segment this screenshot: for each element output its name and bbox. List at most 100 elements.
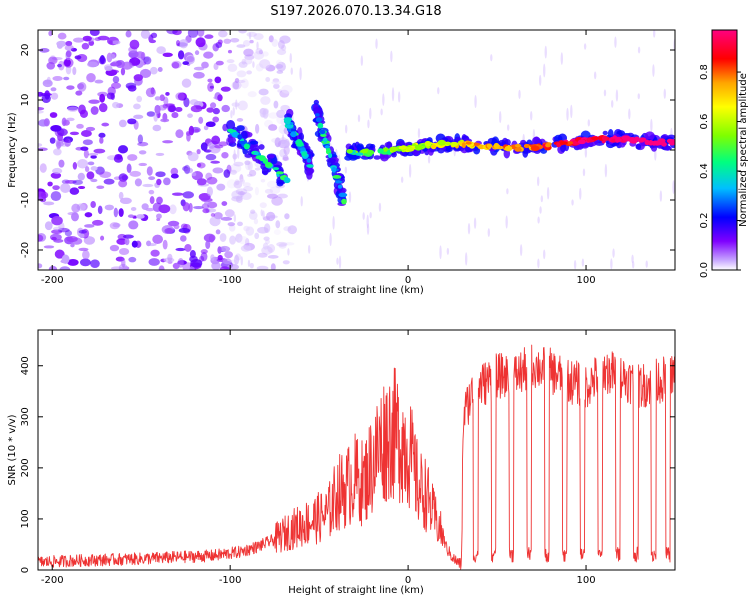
spectrogram-noise-blob [64,180,77,184]
spectrogram-noise-blob [216,183,226,191]
spectrogram-faint-streak [593,71,597,80]
spectrogram-ridge-core [504,145,513,152]
spectrogram-noise-blob [197,162,206,169]
spectrogram-noise-blob [263,223,271,234]
spectrogram-faint-streak [645,260,648,268]
spectrogram-noise-blob [282,156,290,162]
spectrogram-noise-blob [119,197,132,205]
spectrogram-noise-blob [259,107,269,115]
spectrogram-ridge-halo [663,146,672,151]
spectrogram-noise-blob [184,243,192,252]
spectrogram-noise-blob [211,135,221,145]
spectrogram-ridge-halo [559,144,567,153]
spectrogram-noise-blob [66,85,75,90]
spectrogram-noise-blob [254,167,261,171]
spectrogram-noise-blob [224,209,235,218]
spectrogram-faint-streak [464,252,468,266]
spectrogram-noise-blob [152,234,164,245]
spectrogram-noise-blob [128,256,137,263]
spectrogram-faint-streak [329,232,332,247]
spectrogram-noise-blob [118,208,124,217]
spectrogram-faint-streak [537,258,540,269]
spectrogram-noise-blob [284,242,295,246]
spectrogram-noise-blob [273,100,279,109]
spectrogram-noise-blob [268,112,279,119]
spectrogram-noise-blob [177,257,184,268]
spectrogram-noise-blob [234,179,240,186]
spectrogram-noise-blob [52,76,63,81]
spectrogram-noise-blob [231,190,243,200]
spectrogram-ridge-core [262,158,269,164]
spectrogram-noise-blob [71,203,81,213]
spectrogram-noise-blob [156,178,162,186]
spectrogram-x-tick-label: -200 [41,275,64,286]
spectrogram-faint-streak [536,176,540,187]
spectrogram-noise-blob [215,60,224,66]
spectrogram-noise-blob [187,30,199,38]
spectrogram-ridge-core [486,143,493,149]
spectrogram-noise-blob [98,132,106,138]
spectrogram-noise-blob [52,185,60,191]
spectrogram-noise-blob [283,226,292,232]
snr-y-ticks: 0 100 200 300 400 [20,356,675,573]
spectrogram-noise-blob [270,263,276,270]
spectrogram-noise-blob [52,226,63,231]
spectrogram-noise-blob [77,83,85,90]
spectrogram-noise-blob [263,236,270,241]
spectrogram-faint-streak [362,212,365,220]
spectrogram-noise-blob [61,117,67,127]
spectrogram-noise-blob [169,204,177,215]
spectrogram-noise-blob [43,118,50,127]
spectrogram-noise-blob [206,107,215,113]
spectrogram-noise-blob [223,169,231,178]
spectrogram-faint-streak [260,209,263,217]
spectrogram-ridge-core [657,139,665,146]
spectrogram-noise-blob [201,61,209,69]
spectrogram-noise-blob [77,172,85,181]
spectrogram-faint-streak [290,67,293,75]
spectrogram-noise-blob [259,59,271,69]
spectrogram-faint-streak [579,187,582,200]
spectrogram-noise-blob [271,38,279,47]
spectrogram-noise-blob [85,126,96,132]
spectrogram-faint-streak [237,147,240,159]
spectrogram-ridge-halo [312,107,322,113]
spectrogram-noise-blob [53,238,64,243]
spectrogram-noise-blob [210,160,220,164]
spectrogram-ridge-core [284,176,289,182]
spectrogram-noise-blob [103,178,115,185]
spectrogram-noise-blob [231,81,242,90]
snr-y-label: SNR (10 * v/v) [7,414,18,485]
spectrogram-ridge-core [638,137,647,142]
spectrogram-noise-blob [74,55,82,60]
spectrogram-noise-blob [157,67,163,72]
spectrogram-ridge-halo [602,130,608,136]
snr-y-tick-label: 200 [20,458,31,477]
spectrogram-faint-streak [560,52,564,65]
spectrogram-noise-blob [83,149,89,159]
spectrogram-noise-blob [195,37,206,48]
spectrogram-noise-blob [134,178,142,187]
spectrogram-ridge-core [328,152,333,159]
spectrogram-noise-blob [162,239,168,250]
spectrogram-faint-streak [570,104,573,119]
spectrogram-noise-blob [203,51,214,59]
spectrogram-ridge-core [472,142,481,146]
spectrogram-noise-blob [128,220,139,230]
spectrogram-noise-blob [276,241,288,247]
spectrogram-noise-blob [179,39,189,49]
spectrogram-noise-blob [230,37,240,43]
spectrogram-noise-blob [130,207,137,212]
spectrogram-faint-streak [287,248,290,256]
spectrogram-noise-blob [170,167,179,176]
spectrogram-noise-blob [243,48,254,57]
spectrogram-noise-blob [235,188,248,195]
spectrogram-noise-blob [122,234,134,239]
spectrogram-noise-blob [229,164,242,173]
spectrogram-noise-blob [182,202,190,212]
spectrogram-noise-blob [86,72,96,83]
spectrogram-faint-streak [582,168,586,177]
spectrogram-noise-blob [78,229,87,234]
spectrogram-ridge-core [602,135,608,142]
spectrogram-noise-blob [222,258,232,265]
